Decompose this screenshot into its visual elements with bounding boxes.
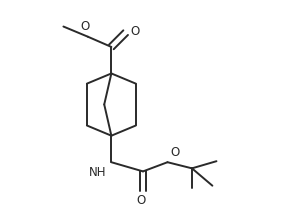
Text: O: O — [131, 25, 140, 38]
Text: NH: NH — [89, 166, 106, 179]
Text: O: O — [80, 20, 90, 33]
Text: O: O — [136, 194, 146, 207]
Text: O: O — [170, 145, 180, 159]
